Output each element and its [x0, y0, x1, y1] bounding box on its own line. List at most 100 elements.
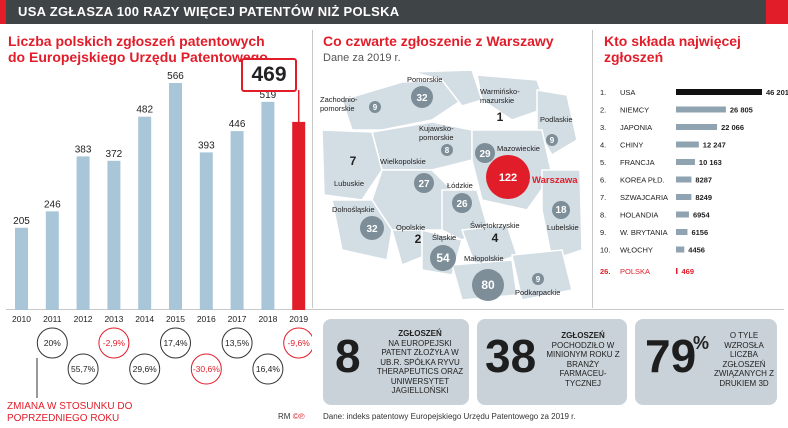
change-value-2011: 20% [44, 338, 61, 348]
map-bubble-11 [430, 245, 456, 271]
change-bubble-2017 [221, 327, 253, 359]
map-label-7-0: Wielkopolskie [380, 157, 426, 166]
stat-card-2-body: POCHODZIŁO W MINIONYM ROKU Z BRANŻY FARM… [546, 340, 620, 388]
map-bubble-7 [414, 173, 434, 193]
map-bubble-value-4: 9 [550, 136, 555, 145]
change-value-2015: 17,4% [163, 338, 188, 348]
change-bubble-2018 [252, 353, 284, 385]
map-title: Co czwarte zgłoszenie z Warszawy [323, 33, 554, 49]
rank-6: 7. [600, 193, 606, 202]
map-bubble-value-2: 9 [373, 103, 378, 112]
country-4: FRANCJA [620, 158, 655, 167]
map-value-10: 2 [415, 232, 422, 246]
map-label-12-0: Świętokrzyskie [470, 221, 520, 230]
country-bar-4 [676, 159, 695, 165]
year-label-2019: 2019 [289, 314, 308, 324]
bar-2017 [230, 131, 244, 310]
map-label-0-0: Pomorskie [407, 75, 442, 84]
map-value-1: 1 [497, 110, 504, 124]
map-label-5-0: Mazowieckie [497, 144, 540, 153]
map-region-0 [341, 79, 464, 131]
map-bubble-value-3: 8 [445, 146, 450, 155]
rank-1: 2. [600, 106, 606, 115]
country-bar-8 [676, 229, 688, 235]
country-7: HOLANDIA [620, 211, 658, 220]
rank-3: 4. [600, 141, 606, 150]
country-bar-3 [676, 141, 699, 148]
divider-horizontal [6, 309, 784, 310]
country-10: POLSKA [620, 267, 650, 276]
stat-card-1: 8 ZGŁOSZEŃ NA EUROPEJSKI PATENT ZŁOŻYŁA W… [323, 319, 469, 405]
country-value-5: 8287 [695, 176, 712, 185]
rank-4: 5. [600, 158, 606, 167]
country-value-9: 4456 [688, 246, 705, 255]
bar-value-2017: 446 [229, 119, 246, 130]
stat-card-1-number: 8 [335, 330, 361, 382]
bar-2013 [107, 160, 121, 310]
map-bubble-value-9: 32 [366, 224, 378, 235]
stat-card-2-bold: ZGŁOSZEŃ [561, 331, 605, 340]
divider-right [592, 30, 593, 308]
header-accent [0, 0, 6, 24]
rank-5: 6. [600, 176, 606, 185]
bar-2018 [261, 101, 275, 310]
map-bubble-warszawa [486, 155, 530, 199]
country-ranking-chart: 1. USA 46 201 2. NIEMCY 26 805 3. JAPONIA 22 066… [600, 88, 788, 276]
map-label-10-0: Opolskie [396, 223, 425, 232]
country-value-10: 469 [682, 267, 695, 276]
country-0: USA [620, 88, 635, 97]
change-value-2016: -30,6% [193, 364, 220, 374]
map-label-2-0: Zachodnio- [320, 95, 358, 104]
poland-map: 32 Pomorskie 1 Warmińsko-mazurskie 9 Zachodni… [320, 69, 583, 301]
change-value-2014: 29,6% [133, 364, 158, 374]
country-bar-9 [676, 246, 685, 253]
country-value-6: 8249 [695, 193, 712, 202]
country-value-4: 10 163 [699, 158, 722, 167]
stat-card-3-number: 79 [645, 330, 697, 382]
year-label-2011: 2011 [43, 314, 62, 324]
map-bubble-value-0: 32 [416, 93, 428, 104]
copyright-icon: ©℗ [292, 412, 305, 421]
map-label-8-0: Łódzkie [447, 181, 473, 190]
stat-card-1-body: NA EUROPEJSKI PATENT ZŁOŻYŁA W UB.R. SPÓ… [376, 338, 464, 396]
country-3: CHINY [620, 141, 643, 150]
year-label-2010: 2010 [12, 314, 31, 324]
bar-chart-title: Liczba polskich zgłoszeń patentowych do … [8, 33, 268, 65]
change-bubble-2014 [129, 353, 161, 385]
credit-initials: RM [278, 412, 291, 421]
credit: RM ©℗ [278, 412, 304, 421]
change-bubble-2019 [283, 327, 312, 359]
header-hook [766, 0, 788, 24]
change-value-2012: 55,7% [71, 364, 96, 374]
country-bar-10 [676, 268, 678, 274]
country-bar-0 [676, 89, 762, 95]
map-label-3-0: Kujawsko- [419, 124, 454, 133]
bar-2015 [169, 83, 182, 310]
map-subtitle: Dane za 2019 r. [323, 52, 401, 64]
yearly-bar-chart: 205 2010 246 2011 383 2012 372 2013 482 2014 566 20… [12, 71, 312, 398]
map-bubble-3 [441, 144, 453, 156]
map-label-warszawa: Warszawa [532, 175, 578, 186]
map-label-1-1: mazurskie [480, 96, 514, 105]
change-legend: ZMIANA W STOSUNKU DO POPRZEDNIEGO ROKU [7, 401, 133, 424]
country-bar-6 [676, 194, 692, 200]
map-bubble-5 [475, 143, 495, 163]
country-value-0: 46 201 [766, 88, 788, 97]
change-value-2018: 16,4% [256, 364, 281, 374]
bar-2012 [76, 156, 90, 310]
country-value-1: 26 805 [730, 106, 753, 115]
rank-10: 26. [600, 267, 610, 276]
rank-2: 3. [600, 123, 606, 132]
country-value-3: 12 247 [703, 141, 726, 150]
country-bar-2 [676, 124, 718, 130]
bar-value-2011: 246 [44, 199, 61, 210]
country-value-2: 22 066 [721, 123, 744, 132]
country-bar-1 [676, 106, 726, 113]
map-region-2 [476, 74, 548, 121]
stat-card-2-text: ZGŁOSZEŃ POCHODZIŁO W MINIONYM ROKU Z BRA… [543, 331, 623, 388]
map-label-13-0: Lubelskie [547, 223, 579, 232]
map-bubble-value-11: 54 [436, 251, 450, 265]
year-label-2018: 2018 [258, 314, 277, 324]
highlight-callout: 469 [241, 58, 297, 92]
rank-9: 10. [600, 246, 610, 255]
